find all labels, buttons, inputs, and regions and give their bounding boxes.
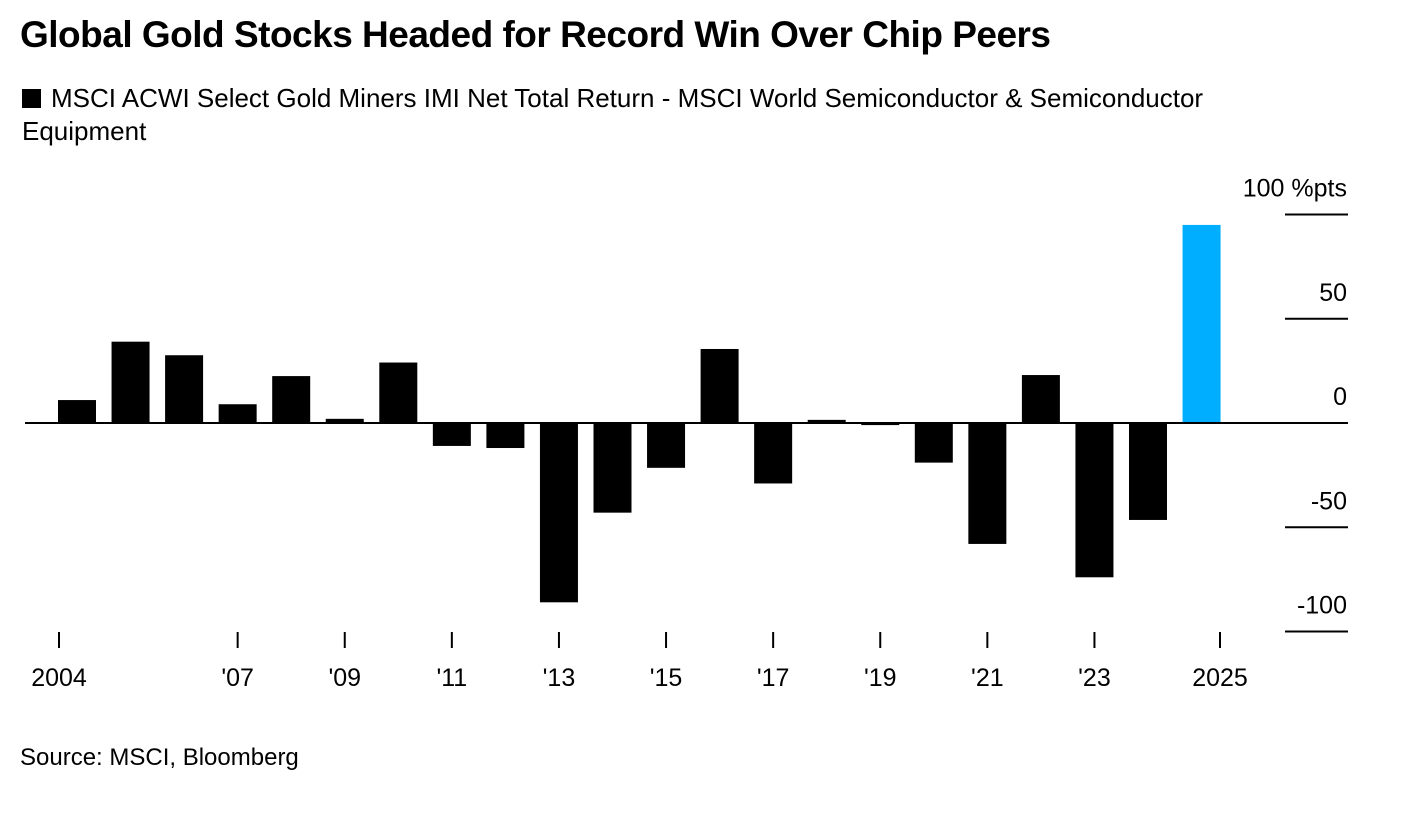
bar-2011 (432, 423, 471, 446)
legend-label: MSCI ACWI Select Gold Miners IMI Net Tot… (22, 83, 1204, 146)
x-tick-label: '23 (1078, 664, 1111, 692)
bar-2020 (914, 423, 953, 463)
bar-2022 (1021, 375, 1060, 423)
x-tick-label: '17 (757, 664, 790, 692)
chart-title: Global Gold Stocks Headed for Record Win… (20, 14, 1051, 55)
x-tick-label: '21 (971, 664, 1004, 692)
bar-2014 (593, 423, 632, 513)
bar-2018 (807, 419, 846, 423)
x-tick-label: '13 (543, 664, 576, 692)
x-tick-label: '15 (650, 664, 683, 692)
legend-swatch (22, 89, 41, 108)
bar-2021 (968, 423, 1007, 544)
legend: MSCI ACWI Select Gold Miners IMI Net Tot… (22, 82, 1282, 148)
bar-2010 (379, 362, 418, 423)
bar-2023 (1075, 423, 1114, 578)
y-tick-label: 50 (1319, 279, 1347, 307)
bar-2016 (700, 348, 739, 423)
bar-2019 (861, 423, 900, 426)
bar-2004 (58, 400, 96, 423)
source-note: Source: MSCI, Bloomberg (20, 744, 299, 771)
x-tick-label: '09 (328, 664, 361, 692)
y-tick-label: 100 %pts (1243, 175, 1347, 203)
x-tick-label: '07 (221, 664, 254, 692)
x-tick-label: 2004 (31, 664, 87, 692)
x-tick-label: 2025 (1192, 664, 1248, 692)
y-tick-label: -100 (1297, 592, 1347, 620)
bar-2008 (272, 376, 311, 423)
bar-2007 (218, 404, 257, 423)
x-tick-label: '19 (864, 664, 897, 692)
bar-2005 (111, 341, 150, 423)
bar-2013 (539, 423, 578, 603)
y-tick-label: -50 (1311, 487, 1347, 515)
bar-2006 (165, 355, 204, 423)
bar-2024 (1129, 423, 1167, 520)
x-tick-label: '11 (436, 664, 467, 692)
bar-2017 (754, 423, 793, 484)
bar-2012 (486, 423, 525, 449)
bar-2025 (1182, 224, 1221, 423)
y-tick-label: 0 (1333, 383, 1347, 411)
bar-2009 (325, 418, 364, 423)
bar-2015 (647, 423, 686, 468)
